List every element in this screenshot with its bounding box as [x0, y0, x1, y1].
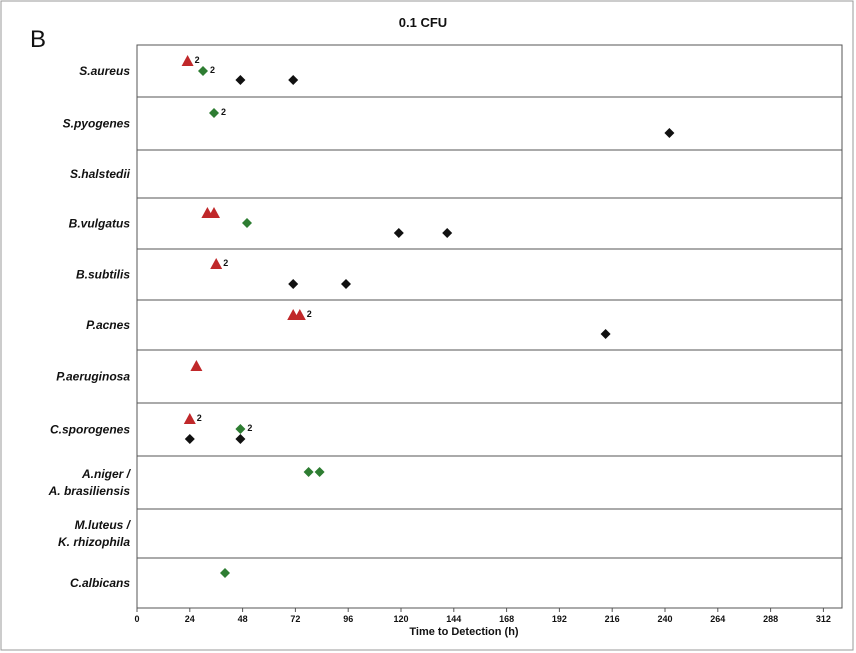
black-diamond-point	[235, 434, 246, 444]
x-tick-label: 72	[290, 614, 300, 624]
x-tick-label: 168	[499, 614, 514, 624]
x-tick-label: 24	[185, 614, 195, 624]
species-label: S.halstedii	[70, 167, 131, 181]
species-label: C.sporogenes	[50, 423, 130, 437]
species-label: S.pyogenes	[63, 117, 131, 131]
green-diamond-point	[242, 218, 252, 228]
red-triangle-point	[210, 258, 223, 269]
red-triangle-point	[183, 413, 196, 424]
point-count-label: 2	[197, 413, 202, 423]
black-diamond-point	[288, 279, 299, 289]
point-count-label: 2	[247, 423, 252, 433]
species-label: A. brasiliensis	[48, 484, 131, 498]
x-tick-label: 288	[763, 614, 778, 624]
point-count-label: 2	[223, 258, 228, 268]
panel-label: B	[30, 26, 46, 53]
species-label: C.albicans	[70, 576, 130, 590]
x-tick-label: 0	[134, 614, 139, 624]
species-label: B.vulgatus	[69, 217, 131, 231]
black-diamond-point	[184, 434, 195, 444]
species-label: K. rhizophila	[58, 535, 130, 549]
green-diamond-point	[198, 66, 208, 76]
point-count-label: 2	[195, 55, 200, 65]
species-label: P.acnes	[86, 318, 130, 332]
red-triangle-point	[208, 207, 220, 218]
point-count-label: 2	[210, 65, 215, 75]
point-count-label: 2	[307, 309, 312, 319]
black-diamond-point	[341, 279, 351, 289]
green-diamond-point	[314, 467, 325, 477]
green-diamond-point	[235, 424, 246, 434]
x-tick-label: 240	[657, 614, 672, 624]
green-diamond-point	[220, 568, 230, 578]
species-label: A.niger /	[81, 467, 132, 481]
x-tick-label: 264	[710, 614, 725, 624]
species-label: P.aeruginosa	[56, 370, 130, 384]
red-triangle-point	[190, 360, 203, 371]
red-triangle-point	[181, 55, 194, 66]
plot-frame	[136, 44, 843, 609]
green-diamond-point	[303, 467, 314, 477]
species-label: B.subtilis	[76, 268, 130, 282]
x-tick-label: 192	[552, 614, 567, 624]
black-diamond-point	[442, 228, 453, 238]
black-diamond-point	[288, 75, 299, 85]
black-diamond-point	[235, 75, 246, 85]
x-tick-label: 312	[816, 614, 831, 624]
red-triangle-point	[293, 309, 306, 320]
species-label: M.luteus /	[75, 518, 132, 532]
plot-area: 024487296120144168192216240264288312336N…	[48, 44, 843, 624]
black-diamond-point	[600, 329, 611, 339]
x-tick-label: 144	[446, 614, 461, 624]
point-count-label: 2	[221, 107, 226, 117]
x-tick-label: 120	[393, 614, 408, 624]
black-diamond-point	[664, 128, 675, 138]
green-diamond-point	[209, 108, 219, 118]
x-tick-label: 216	[605, 614, 620, 624]
x-axis-label: Time to Detection (h)	[409, 626, 519, 638]
species-label: S.aureus	[79, 64, 130, 78]
black-diamond-point	[393, 228, 404, 238]
x-tick-label: 96	[343, 614, 353, 624]
chart-title: 0.1 CFU	[399, 15, 447, 30]
x-tick-label: 48	[238, 614, 248, 624]
